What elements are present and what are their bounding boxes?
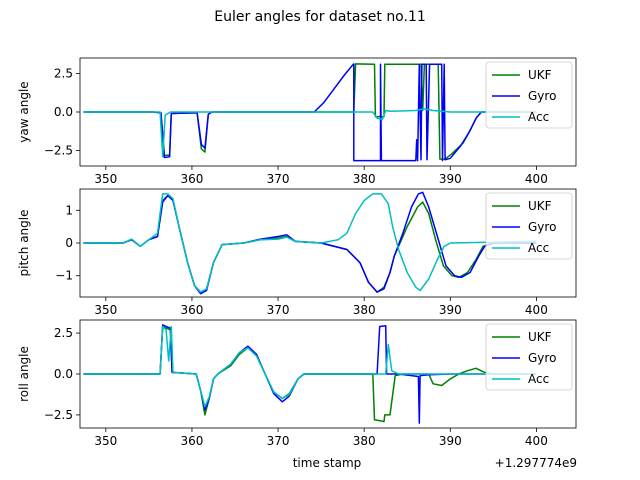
x-tick-label: 360 bbox=[180, 303, 203, 317]
legend-label-ukf: UKF bbox=[528, 199, 552, 213]
x-tick-label: 350 bbox=[94, 434, 117, 448]
x-tick-label: 380 bbox=[353, 303, 376, 317]
legend-box bbox=[485, 61, 573, 129]
x-tick-label: 400 bbox=[525, 303, 548, 317]
figure-title: Euler angles for dataset no.11 bbox=[214, 9, 426, 25]
x-tick-label: 370 bbox=[267, 303, 290, 317]
x-tick-label: 400 bbox=[525, 172, 548, 186]
y-axis-label: roll angle bbox=[17, 346, 31, 402]
legend-label-gyro: Gyro bbox=[528, 220, 556, 234]
x-tick-label: 370 bbox=[267, 434, 290, 448]
y-tick-label: 0.0 bbox=[54, 105, 73, 119]
x-tick-label: 390 bbox=[439, 172, 462, 186]
y-axis-label: pitch angle bbox=[17, 210, 31, 277]
legend-box bbox=[485, 323, 573, 391]
legend: UKF Gyro Acc bbox=[485, 192, 573, 260]
legend: UKF Gyro Acc bbox=[485, 323, 573, 391]
x-tick-label: 400 bbox=[525, 434, 548, 448]
legend-label-ukf: UKF bbox=[528, 330, 552, 344]
y-axis-label: yaw angle bbox=[17, 81, 31, 142]
x-offset-label: +1.297774e9 bbox=[495, 456, 577, 470]
x-tick-label: 380 bbox=[353, 434, 376, 448]
x-tick-label: 350 bbox=[94, 303, 117, 317]
y-tick-label: 2.5 bbox=[54, 66, 73, 80]
subplots: 350 360 370 380 390 400 2.5 0.0 −2.5 yaw angle UKF… bbox=[17, 57, 577, 448]
legend-label-gyro: Gyro bbox=[528, 351, 556, 365]
y-tick-label: 2.5 bbox=[54, 326, 73, 340]
legend-label-gyro: Gyro bbox=[528, 89, 556, 103]
series-line-acc bbox=[83, 193, 537, 293]
x-tick-label: 390 bbox=[439, 303, 462, 317]
x-tick-label: 360 bbox=[180, 434, 203, 448]
subplot-1: 350 360 370 380 390 400 2.5 0.0 −2.5 yaw angle UKF… bbox=[17, 57, 577, 186]
legend-label-acc: Acc bbox=[528, 241, 549, 255]
subplot-2: 350 360 370 380 390 400 1 0 −1 pitch angle UKF Gyro… bbox=[17, 188, 577, 317]
x-tick-label: 360 bbox=[180, 172, 203, 186]
y-tick-label: −2.5 bbox=[44, 408, 73, 422]
legend-label-acc: Acc bbox=[528, 110, 549, 124]
x-axis-label: time stamp bbox=[293, 456, 362, 470]
x-tick-label: 370 bbox=[267, 172, 290, 186]
legend: UKF Gyro Acc bbox=[485, 61, 573, 129]
y-tick-label: 0.0 bbox=[54, 367, 73, 381]
y-tick-label: 1 bbox=[65, 203, 73, 217]
x-tick-label: 380 bbox=[353, 172, 376, 186]
y-tick-label: −2.5 bbox=[44, 144, 73, 158]
series-line-acc bbox=[83, 325, 537, 408]
legend-label-acc: Acc bbox=[528, 372, 549, 386]
legend-box bbox=[485, 192, 573, 260]
subplot-3: 350 360 370 380 390 400 2.5 0.0 −2.5 roll angle UK… bbox=[17, 319, 577, 448]
y-tick-label: 0 bbox=[65, 236, 73, 250]
legend-label-ukf: UKF bbox=[528, 68, 552, 82]
y-tick-label: −1 bbox=[55, 269, 73, 283]
x-tick-label: 390 bbox=[439, 434, 462, 448]
x-tick-label: 350 bbox=[94, 172, 117, 186]
series-line-acc bbox=[83, 108, 537, 158]
